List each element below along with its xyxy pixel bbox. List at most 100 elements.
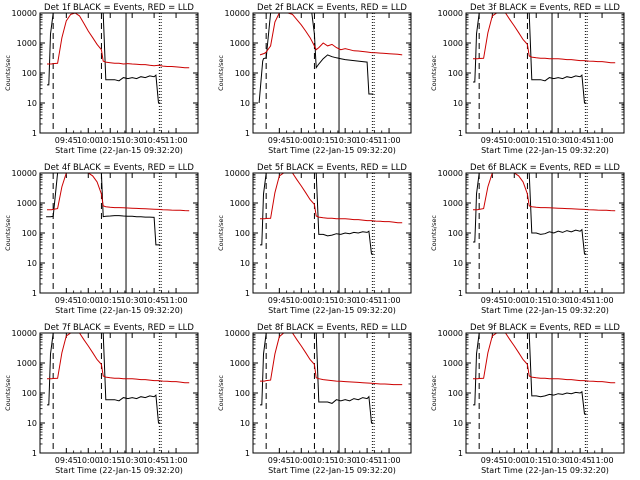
x-axis-label: Start Time (22-Jan-15 09:32:20) <box>268 306 396 315</box>
y-tick-label: 1000 <box>230 199 250 208</box>
x-tick-label: 10:45 <box>356 296 379 305</box>
y-tick-label: 100 <box>22 229 37 238</box>
y-tick-label: 10000 <box>438 169 463 178</box>
panel-title: Det 3f BLACK = Events, RED = LLD <box>470 3 620 13</box>
lld-series-line <box>473 333 616 384</box>
y-axis-label: Counts/sec <box>4 55 12 91</box>
x-tick-label: 10:15 <box>312 456 335 465</box>
x-tick-label: 10:30 <box>334 136 357 145</box>
detector-panel-8: Det 8f BLACK = Events, RED = LLD Counts/s… <box>217 323 412 475</box>
x-tick-label: 09:45 <box>481 136 504 145</box>
x-tick-label: 11:00 <box>591 456 614 465</box>
y-tick-label: 1 <box>32 129 37 138</box>
x-tick-label: 10:00 <box>77 136 100 145</box>
x-tick-label: 10:45 <box>569 296 592 305</box>
y-tick-label: 10000 <box>438 9 463 18</box>
events-series-line <box>260 333 374 424</box>
x-tick-label: 10:30 <box>334 456 357 465</box>
x-tick-label: 10:30 <box>547 296 570 305</box>
lld-series-line <box>473 13 616 64</box>
y-axis-label: Counts/sec <box>217 215 225 251</box>
y-tick-label: 1000 <box>17 39 37 48</box>
lld-series-line <box>259 13 403 56</box>
lld-series-line <box>260 173 403 224</box>
x-tick-label: 10:00 <box>290 456 313 465</box>
panel-title: Det 9f BLACK = Events, RED = LLD <box>470 323 620 333</box>
y-axis-label: Counts/sec <box>217 55 225 91</box>
y-tick-label: 1 <box>245 129 250 138</box>
x-tick-label: 10:45 <box>143 136 166 145</box>
y-tick-label: 100 <box>235 69 250 78</box>
x-tick-label: 10:15 <box>525 456 548 465</box>
detector-panel-7: Det 7f BLACK = Events, RED = LLD Counts/s… <box>4 323 199 475</box>
x-axis-label: Start Time (22-Jan-15 09:32:20) <box>55 146 183 155</box>
x-tick-label: 10:30 <box>547 456 570 465</box>
lld-series-line <box>47 13 190 69</box>
x-axis-label: Start Time (22-Jan-15 09:32:20) <box>55 466 183 475</box>
y-axis-label: Counts/sec <box>430 215 438 251</box>
y-tick-label: 1000 <box>443 39 463 48</box>
y-tick-label: 10 <box>453 259 463 268</box>
y-tick-label: 1 <box>32 289 37 298</box>
y-tick-label: 10000 <box>438 329 463 338</box>
y-axis-label: Counts/sec <box>4 215 12 251</box>
y-tick-label: 1000 <box>17 199 37 208</box>
x-axis-label: Start Time (22-Jan-15 09:32:20) <box>481 146 609 155</box>
y-tick-label: 1000 <box>17 359 37 368</box>
events-series-line <box>47 13 161 104</box>
lld-series-line <box>47 333 190 384</box>
x-tick-label: 09:45 <box>268 136 291 145</box>
x-tick-label: 09:45 <box>55 136 78 145</box>
events-series-line <box>258 13 374 104</box>
y-tick-label: 1000 <box>230 359 250 368</box>
y-tick-label: 10000 <box>225 9 250 18</box>
events-series-line <box>47 333 161 424</box>
x-tick-label: 10:45 <box>356 456 379 465</box>
x-tick-label: 10:15 <box>99 456 122 465</box>
x-tick-label: 11:00 <box>165 296 188 305</box>
y-tick-label: 1 <box>245 289 250 298</box>
y-tick-label: 100 <box>235 389 250 398</box>
x-tick-label: 11:00 <box>165 456 188 465</box>
y-tick-label: 1000 <box>443 199 463 208</box>
x-tick-label: 11:00 <box>378 296 401 305</box>
y-tick-label: 10000 <box>12 329 37 338</box>
plot-frame <box>39 172 199 294</box>
x-tick-label: 10:30 <box>121 136 144 145</box>
plot-frame <box>39 12 199 134</box>
x-tick-label: 10:45 <box>569 136 592 145</box>
y-tick-label: 10000 <box>225 329 250 338</box>
y-tick-label: 100 <box>448 69 463 78</box>
detector-panel-5: Det 5f BLACK = Events, RED = LLD Counts/s… <box>217 163 412 315</box>
x-tick-label: 11:00 <box>591 136 614 145</box>
x-axis-label: Start Time (22-Jan-15 09:32:20) <box>268 146 396 155</box>
x-tick-label: 10:00 <box>503 456 526 465</box>
lld-series-line <box>473 173 616 212</box>
y-tick-label: 1000 <box>443 359 463 368</box>
y-tick-label: 10 <box>240 99 250 108</box>
x-tick-label: 09:45 <box>481 296 504 305</box>
x-tick-label: 09:45 <box>481 456 504 465</box>
y-tick-label: 100 <box>235 229 250 238</box>
events-series-line <box>473 333 587 415</box>
detector-panel-9: Det 9f BLACK = Events, RED = LLD Counts/s… <box>430 323 625 475</box>
detector-panel-6: Det 6f BLACK = Events, RED = LLD Counts/s… <box>430 163 625 315</box>
plot-frame <box>252 12 412 134</box>
x-tick-label: 10:15 <box>312 136 335 145</box>
y-tick-label: 1 <box>458 289 463 298</box>
x-tick-label: 10:00 <box>290 136 313 145</box>
y-axis-label: Counts/sec <box>4 375 12 411</box>
x-tick-label: 10:00 <box>77 296 100 305</box>
y-axis-label: Counts/sec <box>430 55 438 91</box>
x-tick-label: 09:45 <box>268 456 291 465</box>
plot-frame <box>465 332 625 454</box>
detector-panel-2: Det 2f BLACK = Events, RED = LLD Counts/s… <box>217 3 412 155</box>
y-tick-label: 10 <box>240 259 250 268</box>
events-series-line <box>473 13 587 104</box>
panel-title: Det 1f BLACK = Events, RED = LLD <box>44 3 194 13</box>
x-tick-label: 10:15 <box>312 296 335 305</box>
x-tick-label: 10:00 <box>503 136 526 145</box>
y-tick-label: 10000 <box>12 9 37 18</box>
x-tick-label: 10:15 <box>99 296 122 305</box>
y-tick-label: 10 <box>27 99 37 108</box>
